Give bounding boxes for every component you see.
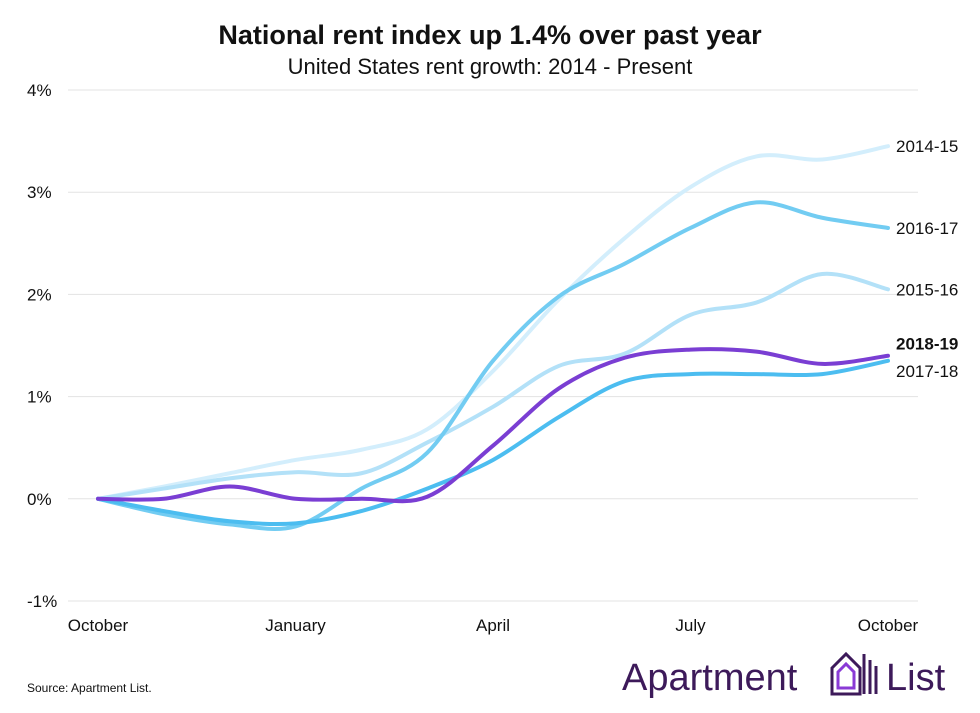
- series-label-2017-18: 2017-18: [896, 362, 958, 381]
- series-line-2015-16: [96, 271, 890, 501]
- y-tick-label: -1%: [27, 592, 57, 611]
- y-tick-label: 0%: [27, 490, 52, 509]
- x-tick-label: July: [675, 616, 706, 635]
- series-line-2016-17: [96, 200, 890, 531]
- x-tick-label: April: [476, 616, 510, 635]
- y-axis: 4% 3% 2% 1% 0% -1%: [27, 81, 57, 611]
- gridlines: [68, 89, 918, 602]
- series-lines: [96, 144, 890, 531]
- x-tick-label: October: [858, 616, 919, 635]
- x-tick-label: January: [265, 616, 326, 635]
- series-line-2018-19: [96, 347, 890, 504]
- series-label-2015-16: 2015-16: [896, 280, 958, 299]
- logo-word-list: List: [886, 657, 946, 699]
- series-label-2016-17: 2016-17: [896, 219, 958, 238]
- y-tick-label: 3%: [27, 183, 52, 202]
- x-tick-label: October: [68, 616, 129, 635]
- y-tick-label: 1%: [27, 388, 52, 407]
- series-label-2018-19: 2018-19: [896, 335, 958, 354]
- series-label-2014-15: 2014-15: [896, 137, 958, 156]
- y-tick-label: 2%: [27, 285, 52, 304]
- x-axis: October January April July October: [68, 616, 919, 635]
- chart-subtitle: United States rent growth: 2014 - Presen…: [288, 54, 693, 79]
- chart-title: National rent index up 1.4% over past ye…: [218, 20, 762, 50]
- series-line-2017-18: [96, 358, 890, 527]
- y-tick-label: 4%: [27, 81, 52, 100]
- series-labels: 2014-15 2015-16 2016-17 2017-18 2018-19: [896, 137, 958, 381]
- apartment-list-logo: Apartment List: [622, 651, 946, 699]
- source-note: Source: Apartment List.: [27, 681, 152, 695]
- building-icon: [830, 651, 878, 696]
- logo-word-apartment: Apartment: [622, 657, 798, 699]
- series-line-2014-15: [96, 144, 890, 501]
